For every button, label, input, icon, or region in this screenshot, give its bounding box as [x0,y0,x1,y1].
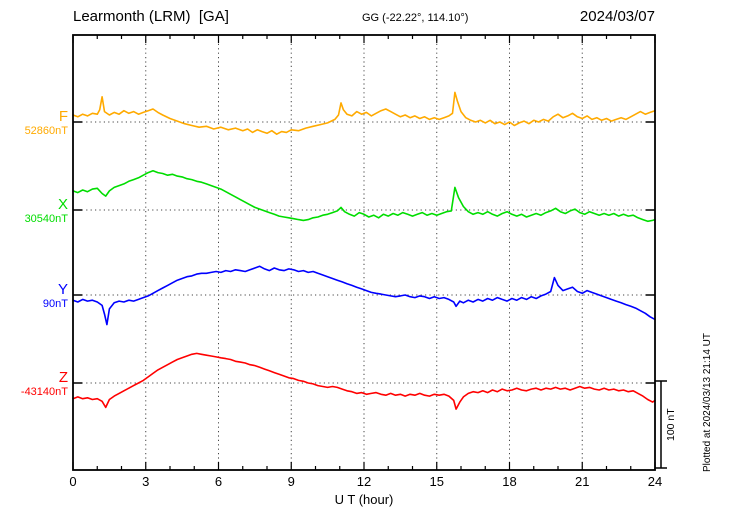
trace-z [72,352,656,410]
station-title: Learmonth (LRM) [GA] [73,8,229,25]
trace-label-z: Z [58,369,68,386]
x-tick-label: 12 [356,474,372,489]
plotted-at-note: Plotted at 2024/03/13 21:14 UT [702,333,713,472]
trace-label-f: F [58,108,68,125]
plot-date: 2024/03/07 [579,8,655,25]
trace-label-x: X [57,196,68,213]
trace-baseline-z: -43140nT [20,386,68,398]
trace-baseline-y: 90nT [42,298,68,310]
x-tick-label: 21 [575,474,590,489]
plot-frame [72,34,656,471]
trace-label-y: Y [57,281,68,298]
geographic-coordinates: GG (-22.22°, 114.10°) [362,12,469,24]
x-tick-label: 15 [429,474,444,489]
trace-baseline-x: 30540nT [24,213,68,225]
trace-f [72,91,656,135]
trace-x [72,170,656,223]
x-tick-label: 3 [142,474,150,489]
x-tick-label: 0 [69,474,77,489]
trace-y [72,265,656,326]
x-tick-label: 6 [214,474,223,489]
x-tick-label: 24 [647,474,663,489]
x-tick-label: 18 [502,474,517,489]
trace-baseline-f: 52860nT [24,125,68,137]
x-axis-title: U T (hour) [334,492,394,507]
scale-bar-label: 100 nT [665,408,677,441]
x-tick-label: 9 [287,474,295,489]
